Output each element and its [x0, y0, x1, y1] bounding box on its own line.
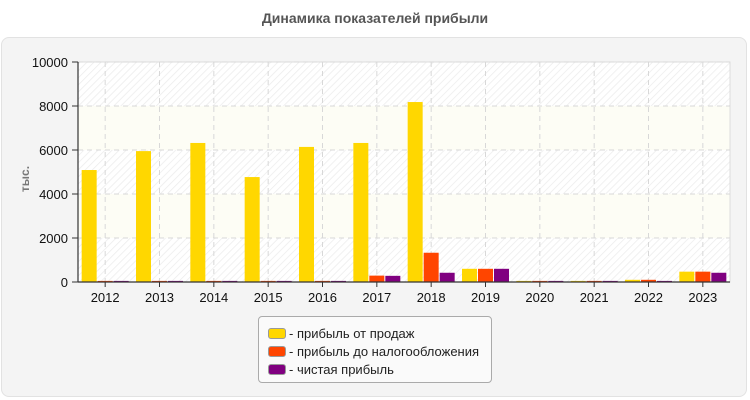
- y-tick-label: 10000: [32, 55, 68, 70]
- bar-2017: [385, 275, 401, 282]
- plot-band: [78, 238, 730, 282]
- bar-2016: [299, 146, 314, 282]
- bar-2018: [423, 252, 439, 282]
- bar-2022: [641, 279, 656, 282]
- legend-label: - прибыль до налогообложения: [289, 343, 480, 359]
- x-tick-label: 2022: [634, 290, 663, 305]
- x-tick-label: 2020: [525, 290, 554, 305]
- y-tick-label: 0: [61, 275, 68, 290]
- plot-band: [78, 150, 730, 194]
- x-tick-label: 2021: [580, 290, 609, 305]
- x-tick-label: 2015: [254, 290, 283, 305]
- y-tick-label: 2000: [39, 231, 68, 246]
- y-tick-label: 6000: [39, 143, 68, 158]
- bar-2023: [679, 271, 695, 282]
- bar-2022: [625, 279, 640, 282]
- x-tick-label: 2023: [688, 290, 717, 305]
- bar-2023: [711, 272, 727, 282]
- plot-band: [78, 62, 730, 106]
- bar-2023: [695, 271, 711, 282]
- legend-item-pretax-profit: - прибыль до налогообложения: [268, 342, 491, 360]
- legend-swatch-orange-icon: [268, 345, 286, 357]
- bar-2017: [353, 142, 369, 282]
- bar-2019: [478, 268, 493, 282]
- x-tick-label: 2019: [471, 290, 500, 305]
- legend-swatch-yellow-icon: [268, 327, 286, 339]
- y-tick-label: 8000: [39, 99, 68, 114]
- x-tick-label: 2013: [145, 290, 174, 305]
- legend-label: - прибыль от продаж: [289, 325, 415, 341]
- x-tick-label: 2018: [417, 290, 446, 305]
- legend-item-net-profit: - чистая прибыль: [268, 360, 491, 378]
- x-tick-label: 2014: [199, 290, 228, 305]
- x-tick-label: 2016: [308, 290, 337, 305]
- bar-2013: [136, 151, 151, 282]
- legend-item-sales-profit: - прибыль от продаж: [268, 324, 491, 342]
- bar-2019: [462, 268, 477, 282]
- plot-band: [78, 194, 730, 238]
- bar-2015: [244, 177, 260, 282]
- bar-2018: [439, 272, 455, 282]
- bar-2018: [407, 102, 423, 282]
- bar-2012: [81, 170, 97, 282]
- x-tick-label: 2017: [362, 290, 391, 305]
- bar-2017: [369, 275, 385, 282]
- legend-label: - чистая прибыль: [289, 361, 394, 377]
- bar-2019: [494, 268, 509, 282]
- legend-swatch-purple-icon: [268, 363, 286, 375]
- chart-title: Динамика показателей прибыли: [261, 10, 489, 26]
- legend: - прибыль от продаж - прибыль до налогоо…: [258, 316, 492, 383]
- bar-2014: [190, 142, 206, 282]
- y-tick-label: 4000: [39, 187, 68, 202]
- x-tick-label: 2012: [91, 290, 120, 305]
- plot-band: [78, 106, 730, 150]
